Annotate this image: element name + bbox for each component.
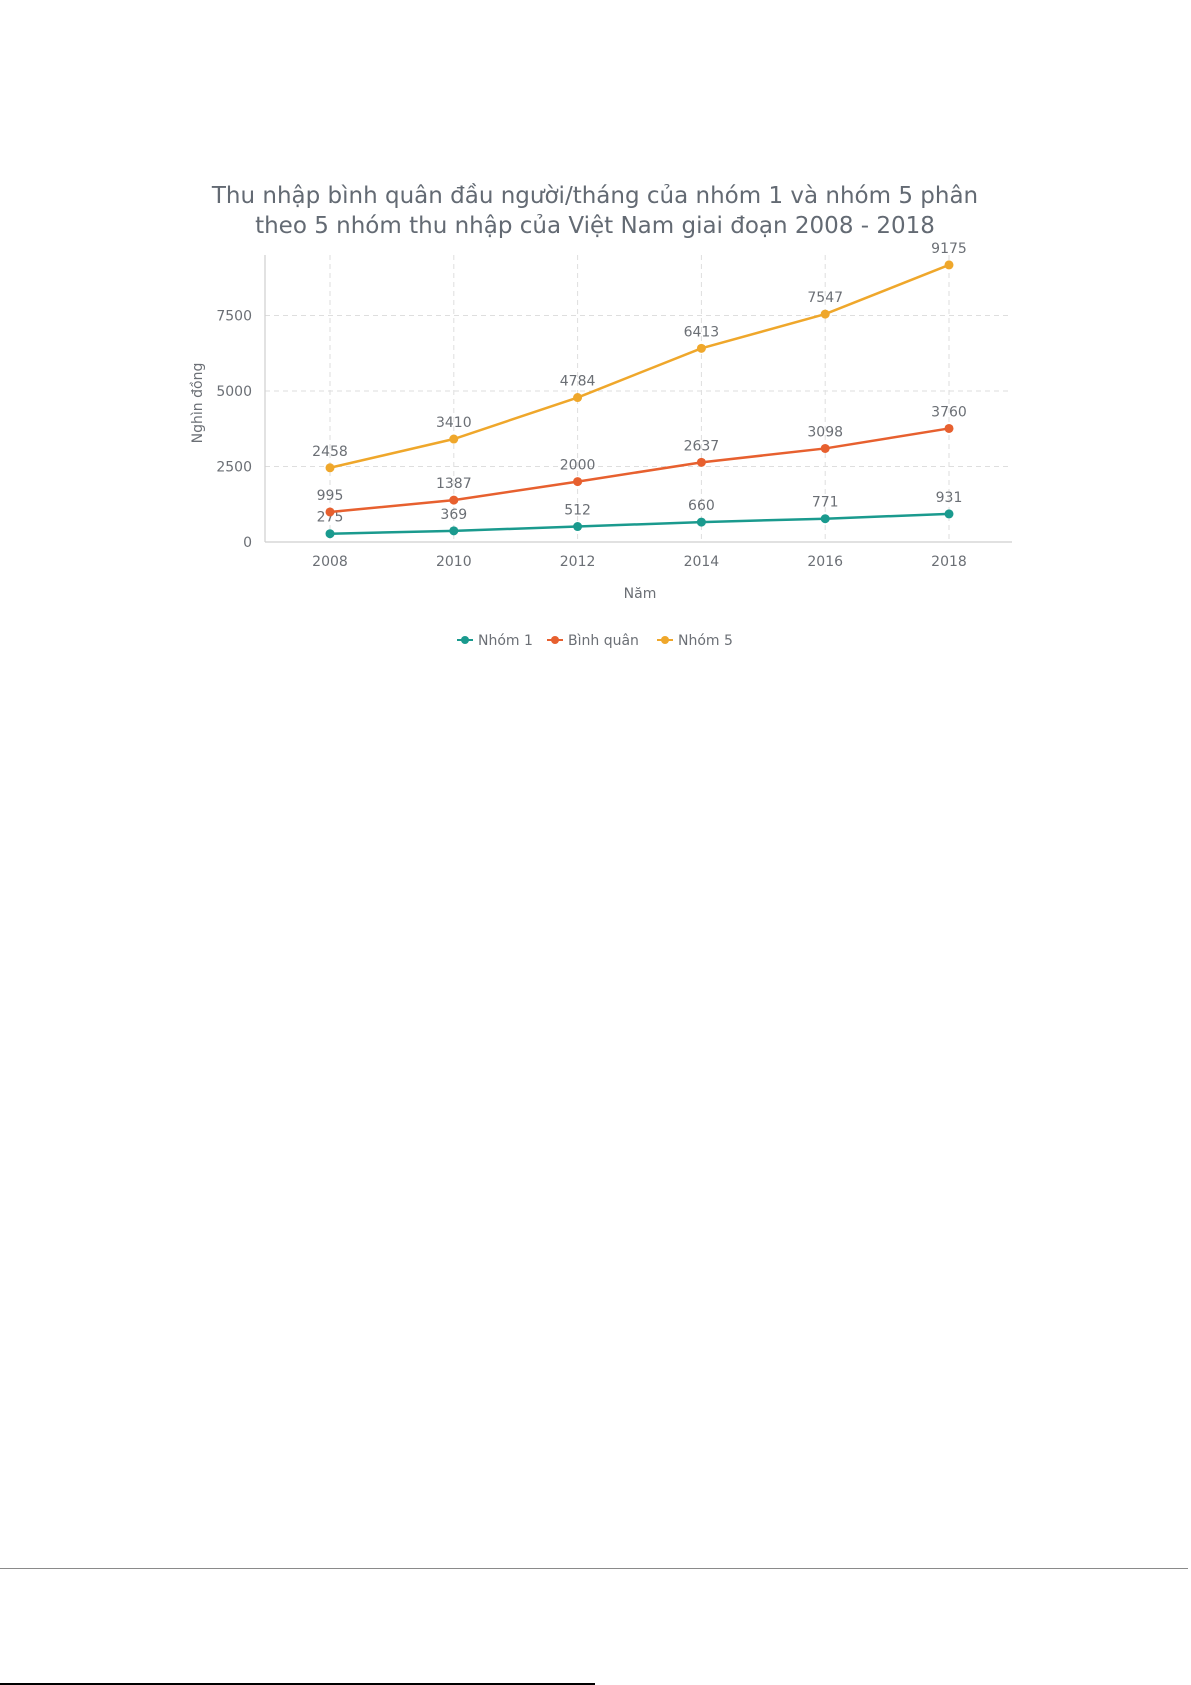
series-Nhóm 1: 275 369 512 660 771 931 [317, 490, 963, 539]
data-point[interactable] [820, 514, 830, 524]
data-label: 512 [564, 503, 591, 519]
y-tick-label: 7500 [216, 309, 252, 325]
legend-label: Nhóm 5 [678, 633, 733, 649]
data-label: 4784 [560, 374, 596, 390]
y-tick-labels: 0 2500 5000 7500 [216, 309, 252, 552]
y-axis-label: Nghìn đồng [189, 363, 206, 444]
x-tick-label: 2012 [560, 554, 596, 570]
data-label: 771 [812, 495, 839, 511]
data-label: 9175 [931, 241, 967, 257]
legend-dot-marker [661, 636, 669, 644]
data-label: 995 [317, 488, 344, 504]
x-tick-labels: 2008 2010 2012 2014 2016 2018 [312, 554, 967, 570]
data-label: 1387 [436, 476, 472, 492]
data-label: 2000 [560, 458, 596, 474]
chart-title-line-2: theo 5 nhóm thu nhập của Việt Nam giai đ… [255, 213, 935, 239]
y-tick-label: 0 [243, 535, 252, 551]
gridlines [265, 255, 1012, 542]
x-tick-label: 2008 [312, 554, 348, 570]
data-point[interactable] [325, 507, 335, 517]
data-label: 3760 [931, 404, 967, 420]
data-point[interactable] [944, 260, 954, 270]
data-label: 7547 [807, 290, 843, 306]
series-line [329, 427, 950, 514]
legend-dot-marker [461, 636, 469, 644]
legend-dot-marker [551, 636, 559, 644]
data-point[interactable] [820, 443, 830, 453]
y-tick-label: 2500 [216, 460, 252, 476]
legend-item[interactable]: Nhóm 1 [457, 633, 533, 649]
data-label: 3410 [436, 415, 472, 431]
data-label: 3098 [807, 424, 843, 440]
legend: Nhóm 1 Bình quân Nhóm 5 [457, 633, 733, 649]
data-point[interactable] [696, 343, 706, 353]
data-point[interactable] [820, 309, 830, 319]
legend-item[interactable]: Nhóm 5 [657, 633, 733, 649]
chart-title-line-1: Thu nhập bình quân đầu người/tháng của n… [211, 183, 978, 209]
data-label: 2458 [312, 444, 348, 460]
series-group: 275 369 512 660 771 931 995 1387 2000 2637 3098 376… [312, 241, 967, 539]
data-point[interactable] [325, 463, 335, 473]
x-tick-label: 2014 [684, 554, 720, 570]
data-point[interactable] [449, 434, 459, 444]
x-tick-label: 2018 [931, 554, 967, 570]
legend-item[interactable]: Bình quân [547, 633, 639, 649]
y-tick-label: 5000 [216, 384, 252, 400]
x-tick-label: 2016 [807, 554, 843, 570]
series-line [329, 263, 950, 469]
data-label: 275 [317, 510, 344, 526]
data-label: 6413 [684, 324, 720, 340]
data-label: 660 [688, 498, 715, 514]
data-point[interactable] [573, 477, 583, 487]
legend-label: Nhóm 1 [478, 633, 533, 649]
data-point[interactable] [449, 495, 459, 505]
x-axis-label: Năm [624, 586, 657, 602]
data-point[interactable] [696, 517, 706, 527]
data-point[interactable] [944, 509, 954, 519]
data-point[interactable] [573, 522, 583, 532]
data-label: 369 [440, 507, 467, 523]
x-tick-label: 2010 [436, 554, 472, 570]
series-Bình quân: 995 1387 2000 2637 3098 3760 [317, 404, 967, 517]
data-label: 2637 [684, 438, 720, 454]
series-Nhóm 5: 2458 3410 4784 6413 7547 9175 [312, 241, 967, 473]
data-point[interactable] [449, 526, 459, 536]
data-point[interactable] [944, 423, 954, 433]
data-point[interactable] [696, 457, 706, 467]
legend-label: Bình quân [568, 633, 639, 649]
footnote-rule [0, 1683, 595, 1685]
data-point[interactable] [325, 529, 335, 539]
data-point[interactable] [573, 393, 583, 403]
footer-divider [0, 1568, 1188, 1569]
data-label: 931 [936, 490, 963, 506]
series-line [329, 512, 950, 535]
